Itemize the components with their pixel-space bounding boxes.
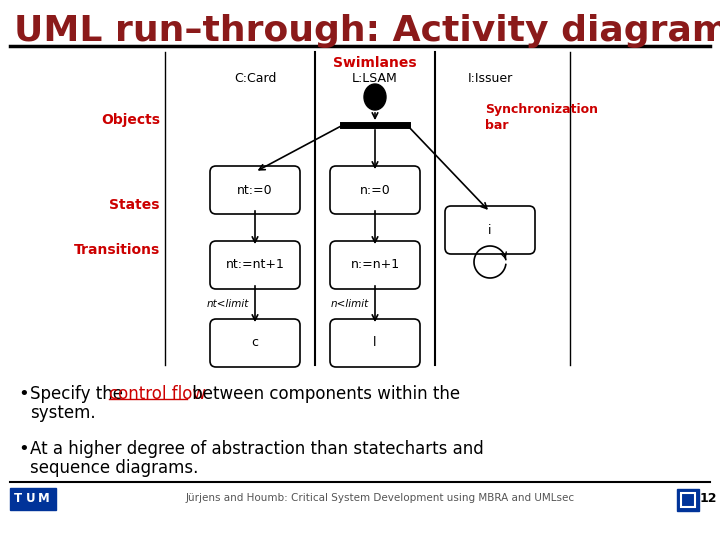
Text: l: l [373, 336, 377, 349]
Text: •: • [18, 385, 29, 403]
Text: n:=n+1: n:=n+1 [351, 259, 400, 272]
Text: Swimlanes: Swimlanes [333, 56, 417, 70]
FancyBboxPatch shape [330, 166, 420, 214]
Ellipse shape [364, 84, 386, 110]
Text: UML run–through: Activity diagrams: UML run–through: Activity diagrams [14, 14, 720, 48]
FancyBboxPatch shape [210, 166, 300, 214]
Text: control flow: control flow [109, 385, 206, 403]
FancyBboxPatch shape [330, 241, 420, 289]
FancyBboxPatch shape [677, 489, 699, 511]
Text: n:=0: n:=0 [359, 184, 390, 197]
Text: Synchronization
bar: Synchronization bar [485, 103, 598, 132]
FancyBboxPatch shape [10, 488, 56, 510]
Text: •: • [18, 440, 29, 458]
Text: i: i [488, 224, 492, 237]
Text: Specify the: Specify the [30, 385, 128, 403]
Text: nt:=nt+1: nt:=nt+1 [225, 259, 284, 272]
Text: M: M [38, 492, 50, 505]
Text: n<limit: n<limit [330, 299, 369, 309]
Text: States: States [109, 198, 160, 212]
Text: C:Card: C:Card [234, 72, 276, 85]
Text: At a higher degree of abstraction than statecharts and: At a higher degree of abstraction than s… [30, 440, 484, 458]
FancyBboxPatch shape [330, 319, 420, 367]
Text: 12: 12 [700, 491, 718, 504]
Text: U: U [26, 492, 36, 505]
Text: nt:=0: nt:=0 [237, 184, 273, 197]
FancyBboxPatch shape [210, 241, 300, 289]
Text: L:LSAM: L:LSAM [352, 72, 398, 85]
Text: T: T [14, 492, 22, 505]
Text: I:Issuer: I:Issuer [467, 72, 513, 85]
FancyBboxPatch shape [681, 493, 695, 507]
Text: system.: system. [30, 404, 96, 422]
Text: sequence diagrams.: sequence diagrams. [30, 459, 199, 477]
Text: Objects: Objects [101, 113, 160, 127]
Text: between components within the: between components within the [187, 385, 460, 403]
FancyBboxPatch shape [445, 206, 535, 254]
FancyBboxPatch shape [210, 319, 300, 367]
Text: Transitions: Transitions [73, 243, 160, 257]
Text: Jürjens and Houmb: Critical System Development using MBRA and UMLsec: Jürjens and Houmb: Critical System Devel… [186, 493, 575, 503]
Text: c: c [251, 336, 258, 349]
Text: nt<limit: nt<limit [207, 299, 249, 309]
